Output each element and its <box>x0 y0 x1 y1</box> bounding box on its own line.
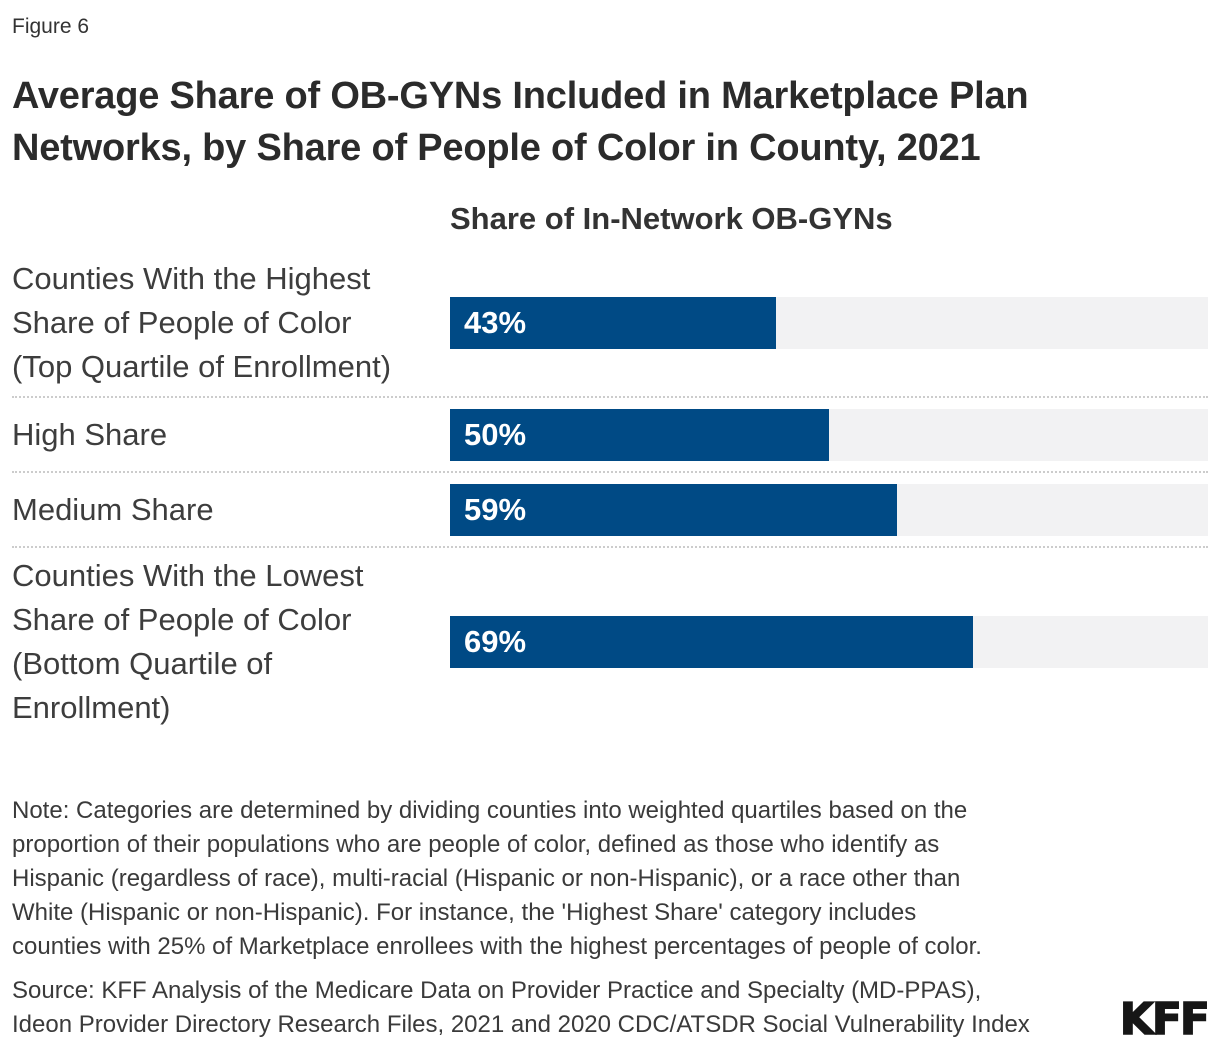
axis-title: Share of In-Network OB-GYNs <box>450 201 893 236</box>
source-row: Source: KFF Analysis of the Medicare Dat… <box>12 974 1211 1045</box>
bar-track: 43% <box>450 297 1208 349</box>
page-title: Average Share of OB-GYNs Included in Mar… <box>12 75 1029 169</box>
bar-fill: 69% <box>450 616 974 668</box>
category-label: High Share <box>12 416 168 452</box>
bar-value-label: 50% <box>464 416 527 452</box>
bar-chart: Share of In-Network OB-GYNs Counties Wit… <box>12 200 1208 736</box>
chart-row: High Share 50% <box>12 396 1208 471</box>
bar-fill: 59% <box>450 483 898 536</box>
kff-logo: KFF <box>1119 994 1211 1045</box>
source-text: Source: KFF Analysis of the Medicare Dat… <box>12 977 1030 1038</box>
chart-header-row: Share of In-Network OB-GYNs <box>12 200 1208 238</box>
chart-row: Counties With the Lowest Share of People… <box>12 546 1208 736</box>
bar-track: 50% <box>450 408 1208 461</box>
label-column-spacer <box>12 200 450 238</box>
chart-footer: Note: Categories are determined by divid… <box>12 794 1211 1045</box>
note-text: Note: Categories are determined by divid… <box>12 797 982 960</box>
chart-row: Medium Share 59% <box>12 471 1208 546</box>
figure-label: Figure 6 <box>12 15 90 38</box>
bar-fill: 50% <box>450 408 829 461</box>
chart-rows: Counties With the Highest Share of Peopl… <box>12 250 1208 736</box>
category-label: Counties With the Highest Share of Peopl… <box>12 261 392 384</box>
bar-track: 69% <box>450 616 1208 668</box>
category-label: Counties With the Lowest Share of People… <box>12 558 364 725</box>
bar-value-label: 43% <box>464 305 527 340</box>
chart-row: Counties With the Highest Share of Peopl… <box>12 250 1208 396</box>
category-label: Medium Share <box>12 491 214 527</box>
figure-header: Figure 6 Average Share of OB-GYNs Includ… <box>12 14 1208 174</box>
bar-track: 59% <box>450 483 1208 536</box>
bar-value-label: 59% <box>464 491 527 527</box>
bar-fill: 43% <box>450 297 776 349</box>
bar-value-label: 69% <box>464 624 527 659</box>
